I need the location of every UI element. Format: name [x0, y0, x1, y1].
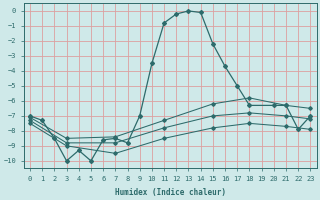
X-axis label: Humidex (Indice chaleur): Humidex (Indice chaleur)	[115, 188, 226, 197]
